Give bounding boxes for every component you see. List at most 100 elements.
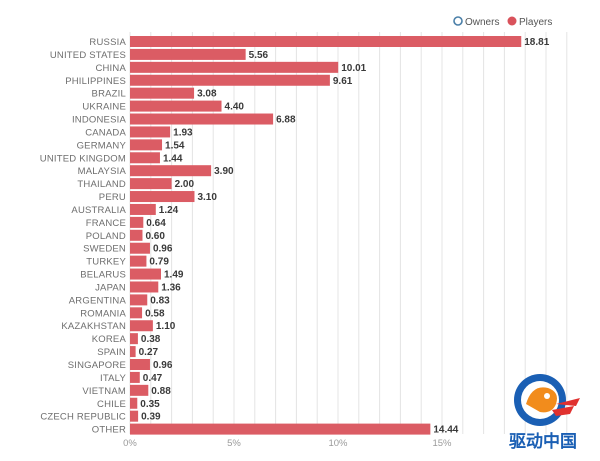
bar-sweden [130,242,150,254]
value-label-vietnam: 0.88 [151,386,171,397]
category-label-romania: ROMANIA [80,308,126,319]
bar-other [130,423,431,435]
category-label-united-states: UNITED STATES [50,50,126,61]
value-label-peru: 3.10 [197,192,217,203]
value-label-philippines: 9.61 [333,76,353,87]
legend: Owners Players [453,16,552,28]
value-label-indonesia: 6.88 [276,115,296,126]
value-label-thailand: 2.00 [175,179,195,190]
value-label-united-states: 5.56 [249,50,269,61]
value-label-sweden: 0.96 [153,244,173,255]
bar-brazil [130,87,195,99]
bar-argentina [130,294,148,306]
bar-canada [130,126,171,138]
value-label-other: 14.44 [433,425,458,436]
watermark-text: 驱动中国 [509,431,577,452]
x-tick-label: 15% [432,438,452,449]
category-label-other: OTHER [92,425,126,436]
bar-czech-republic [130,410,139,422]
x-tick-label: 10% [328,438,348,449]
watermark: 驱动中国 [509,374,580,452]
bar-spain [130,346,136,358]
category-label-russia: RUSSIA [89,37,126,48]
legend-owners-label: Owners [465,17,499,28]
legend-players-marker [507,16,517,26]
bar-turkey [130,255,147,267]
bar-indonesia [130,113,274,125]
bars-group [130,36,522,435]
bar-russia [130,36,522,47]
legend-players-label: Players [519,17,552,28]
value-label-france: 0.64 [146,218,166,229]
category-label-germany: GERMANY [77,140,127,151]
value-label-ukraine: 4.40 [225,102,245,113]
value-label-korea: 0.38 [141,334,161,345]
bar-belarus [130,268,161,280]
value-label-china: 10.01 [341,63,366,74]
value-label-romania: 0.58 [145,308,165,319]
driver-china-logo-icon [514,374,580,426]
category-label-korea: KOREA [92,334,127,345]
category-label-japan: JAPAN [95,282,126,293]
bar-united-kingdom [130,152,160,164]
value-label-japan: 1.36 [161,282,181,293]
bar-vietnam [130,384,149,396]
bar-peru [130,191,195,203]
value-label-argentina: 0.83 [150,295,170,306]
value-label-poland: 0.60 [145,231,165,242]
bar-malaysia [130,165,212,177]
category-label-canada: CANADA [85,127,126,138]
value-label-singapore: 0.96 [153,360,173,371]
category-label-united-kingdom: UNITED KINGDOM [40,153,126,164]
value-label-russia: 18.81 [524,37,549,48]
category-label-italy: ITALY [100,373,126,384]
category-label-argentina: ARGENTINA [69,295,127,306]
category-labels: RUSSIA UNITED STATES CHINA PHILIPPINES BRAZI… [40,37,127,436]
bar-germany [130,139,163,151]
category-label-china: CHINA [95,63,126,74]
x-tick-label: 5% [227,438,241,449]
bar-france [130,216,144,228]
x-tick-label: 0% [123,438,137,449]
bar-chile [130,397,138,409]
bar-romania [130,307,143,319]
value-label-germany: 1.54 [165,140,185,151]
value-label-belarus: 1.49 [164,270,184,281]
category-label-ukraine: UKRAINE [82,102,126,113]
bar-japan [130,281,159,293]
category-label-czech-republic: CZECH REPUBLIC [40,412,126,423]
grid-lines [129,32,568,434]
bar-italy [130,371,140,383]
bar-philippines [130,74,330,86]
category-label-peru: PERU [99,192,126,203]
value-label-australia: 1.24 [159,205,179,216]
x-axis-ticks: 0% 5% 10% 15% [123,438,452,449]
bar-singapore [130,359,150,370]
value-label-malaysia: 3.90 [214,166,234,177]
value-label-chile: 0.35 [140,399,160,410]
value-label-czech-republic: 0.39 [141,412,161,423]
bar-china [130,61,339,73]
bar-poland [130,229,143,241]
category-label-philippines: PHILIPPINES [65,76,126,87]
category-label-singapore: SINGAPORE [68,360,126,371]
bar-korea [130,333,138,345]
category-label-france: FRANCE [86,218,126,229]
category-label-australia: AUSTRALIA [71,205,126,216]
value-label-canada: 1.93 [173,127,193,138]
value-label-united-kingdom: 1.44 [163,153,183,164]
legend-owners-marker [453,16,463,26]
bar-kazakhstan [130,320,153,332]
category-label-turkey: TURKEY [86,257,126,268]
category-label-chile: CHILE [97,399,126,410]
category-label-thailand: THAILAND [77,179,126,190]
category-label-indonesia: INDONESIA [72,115,127,126]
category-label-sweden: SWEDEN [83,244,126,255]
category-label-spain: SPAIN [97,347,126,358]
category-label-kazakhstan: KAZAKHSTAN [61,321,126,332]
bar-thailand [130,178,172,190]
value-label-turkey: 0.79 [149,257,169,268]
category-label-brazil: BRAZIL [92,89,126,100]
bar-australia [130,203,156,215]
